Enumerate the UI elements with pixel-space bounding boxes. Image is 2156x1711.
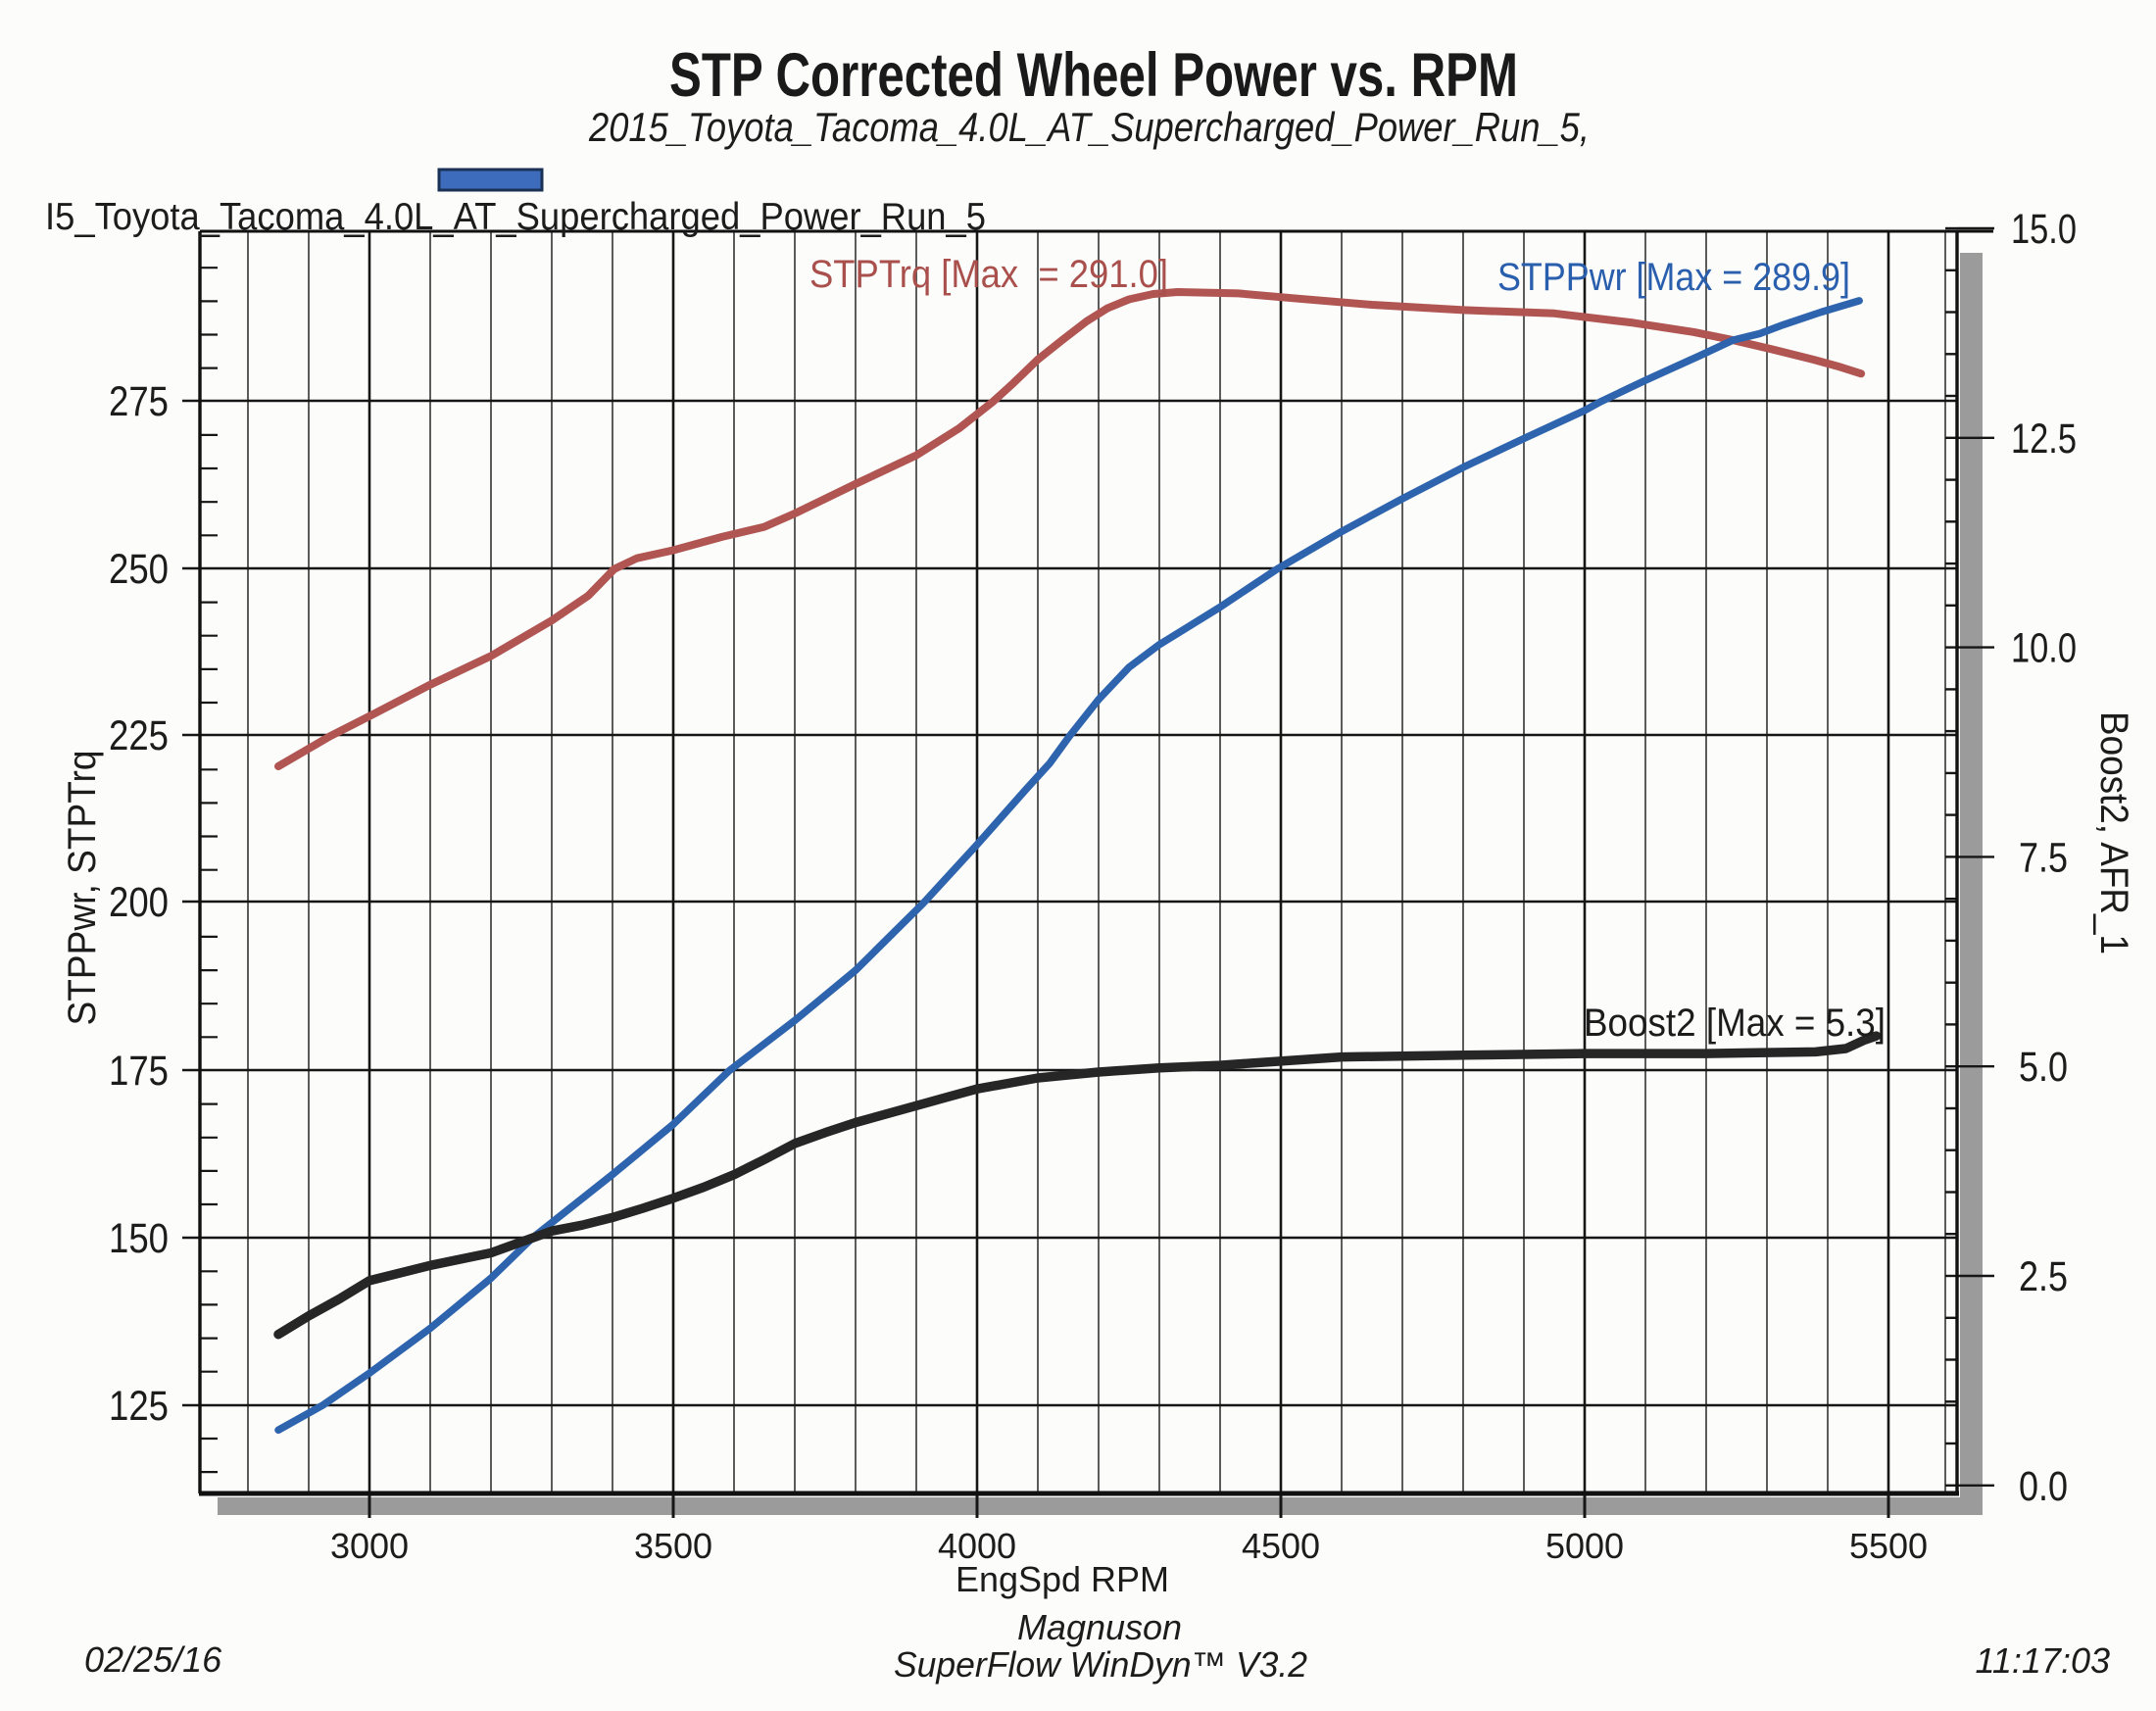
svg-text:Boost2 [Max = 5.3]: Boost2 [Max = 5.3] (1584, 1002, 1886, 1045)
svg-text:225: 225 (109, 712, 169, 759)
svg-text:200: 200 (109, 879, 169, 926)
svg-text:02/25/16: 02/25/16 (84, 1639, 222, 1680)
svg-text:Boost2, AFR_1: Boost2, AFR_1 (2092, 711, 2135, 954)
svg-text:SuperFlow WinDyn™ V3.2: SuperFlow WinDyn™ V3.2 (894, 1644, 1307, 1685)
svg-text:11:17:03: 11:17:03 (1976, 1640, 2110, 1681)
svg-text:3500: 3500 (634, 1526, 712, 1566)
svg-text:150: 150 (109, 1215, 169, 1262)
svg-text:4000: 4000 (938, 1526, 1016, 1566)
svg-text:EngSpd RPM: EngSpd RPM (956, 1559, 1169, 1599)
svg-text:5.0: 5.0 (2019, 1044, 2068, 1091)
svg-text:STPPwr, STPTrq: STPPwr, STPTrq (61, 751, 104, 1026)
svg-text:15.0: 15.0 (2011, 206, 2077, 253)
svg-text:5000: 5000 (1545, 1526, 1624, 1566)
svg-text:5500: 5500 (1849, 1526, 1928, 1566)
svg-text:2015_Toyota_Tacoma_4.0L_AT_Sup: 2015_Toyota_Tacoma_4.0L_AT_Supercharged_… (588, 104, 1590, 150)
svg-text:2.5: 2.5 (2019, 1253, 2068, 1300)
svg-text:0.0: 0.0 (2019, 1463, 2068, 1510)
svg-text:12.5: 12.5 (2011, 416, 2077, 463)
svg-text:I5_Toyota_Tacoma_4.0L_AT_Super: I5_Toyota_Tacoma_4.0L_AT_Supercharged_Po… (45, 196, 986, 238)
svg-text:250: 250 (109, 546, 169, 593)
svg-text:175: 175 (109, 1048, 169, 1095)
svg-text:275: 275 (109, 378, 169, 425)
svg-text:4500: 4500 (1242, 1526, 1320, 1566)
svg-text:Magnuson: Magnuson (1017, 1607, 1182, 1647)
svg-text:STP Corrected Wheel Power vs.: STP Corrected Wheel Power vs. RPM (669, 41, 1518, 110)
svg-text:STPTrq [Max = 291.0]: STPTrq [Max = 291.0] (809, 253, 1168, 296)
svg-text:3000: 3000 (330, 1526, 409, 1566)
svg-text:STPPwr [Max = 289.9]: STPPwr [Max = 289.9] (1497, 256, 1850, 299)
svg-text:7.5: 7.5 (2019, 834, 2068, 881)
svg-text:10.0: 10.0 (2011, 625, 2077, 672)
svg-text:125: 125 (109, 1383, 169, 1430)
